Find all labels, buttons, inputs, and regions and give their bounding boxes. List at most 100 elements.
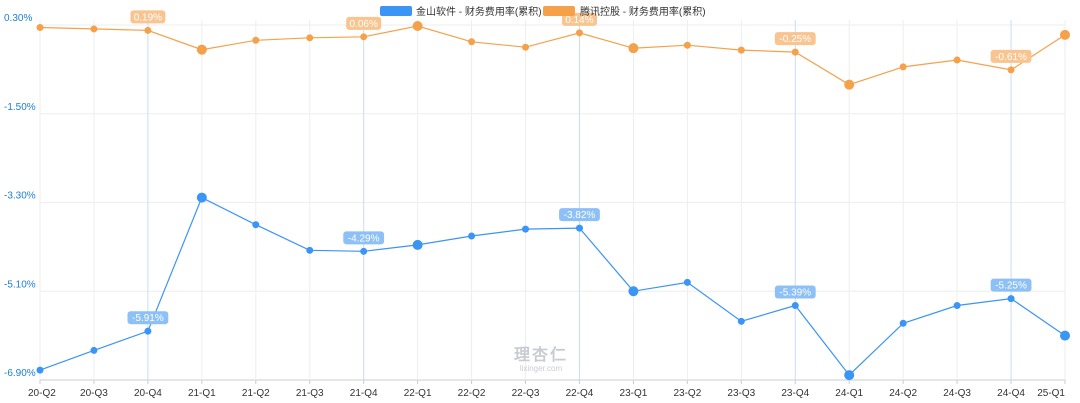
data-point[interactable]: [36, 23, 44, 31]
x-tick-label: 25-Q1: [1037, 388, 1065, 399]
data-label-text: -0.25%: [779, 34, 811, 45]
data-point[interactable]: [899, 319, 907, 327]
data-point[interactable]: [468, 232, 476, 240]
data-point[interactable]: [522, 43, 530, 51]
data-point[interactable]: [196, 192, 207, 203]
data-label: 0.06%: [346, 16, 382, 30]
data-point[interactable]: [1060, 330, 1070, 341]
data-label-bg: [990, 278, 1032, 292]
data-point[interactable]: [1007, 66, 1015, 74]
data-label-text: -4.29%: [348, 233, 380, 244]
series-layer: [36, 20, 1070, 381]
data-point[interactable]: [953, 56, 961, 64]
data-point[interactable]: [953, 302, 961, 310]
x-tick-label: 24-Q3: [943, 388, 971, 399]
data-point[interactable]: [628, 286, 639, 297]
data-point[interactable]: [737, 317, 745, 325]
data-label: -5.25%: [990, 278, 1032, 292]
data-label-text: 0.19%: [134, 12, 162, 23]
data-label-bg: [561, 12, 597, 26]
data-point[interactable]: [737, 46, 745, 54]
data-point[interactable]: [360, 33, 368, 41]
x-tick-label: 20-Q3: [80, 388, 108, 399]
y-axis-ticks: 0.30% -1.50% -3.30% -5.10% -6.90%: [4, 13, 36, 379]
series-2: [36, 20, 1070, 90]
x-tick-label: 20-Q4: [134, 388, 162, 399]
x-tick-label: 24-Q2: [889, 388, 917, 399]
data-label: -0.25%: [774, 32, 816, 46]
legend-label: 腾讯控股 - 财务费用率(累积): [580, 5, 706, 18]
data-label: 0.14%: [561, 12, 597, 26]
data-label-text: -3.82%: [564, 210, 596, 221]
data-point[interactable]: [844, 370, 855, 381]
data-point[interactable]: [252, 221, 260, 229]
data-label-bg: [559, 208, 600, 222]
data-point[interactable]: [468, 38, 476, 46]
x-tick-label: 21-Q4: [350, 388, 378, 399]
data-label-bg: [990, 49, 1032, 63]
data-point[interactable]: [144, 327, 152, 335]
data-label-text: -5.39%: [779, 288, 811, 299]
data-label-text: -0.61%: [995, 52, 1027, 63]
data-label-bg: [774, 32, 816, 46]
legend[interactable]: 金山软件 - 财务费用率(累积) 腾讯控股 - 财务费用率(累积): [380, 5, 706, 18]
data-point[interactable]: [683, 41, 691, 49]
x-tick-label: 20-Q2: [28, 388, 56, 399]
legend-label: 金山软件 - 财务费用率(累积): [416, 5, 542, 18]
data-label-bg: [127, 311, 169, 325]
data-point[interactable]: [791, 48, 799, 56]
data-label-text: -5.91%: [132, 313, 164, 324]
data-label: -5.39%: [774, 285, 816, 299]
data-point[interactable]: [575, 224, 583, 232]
data-label: -3.82%: [559, 208, 600, 222]
x-tick-label: 22-Q4: [566, 388, 594, 399]
data-point[interactable]: [90, 25, 98, 33]
y-tick-label: -5.10%: [4, 279, 36, 290]
data-point[interactable]: [306, 34, 314, 42]
data-point[interactable]: [412, 239, 423, 250]
data-point[interactable]: [575, 29, 583, 37]
data-point[interactable]: [36, 366, 44, 374]
x-tick-label: 23-Q4: [781, 388, 809, 399]
data-point[interactable]: [360, 247, 368, 255]
watermark-site: lixinger.com: [520, 364, 563, 373]
legend-item-2[interactable]: 腾讯控股 - 财务费用率(累积): [543, 5, 706, 18]
data-point[interactable]: [412, 20, 423, 31]
data-point[interactable]: [791, 302, 799, 310]
data-point[interactable]: [90, 346, 98, 354]
data-label-text: -5.25%: [995, 281, 1027, 292]
data-point[interactable]: [628, 43, 639, 54]
data-point[interactable]: [144, 26, 152, 34]
data-point[interactable]: [899, 63, 907, 71]
data-labels: -5.91% -4.29% -3.82% -5.39% -5.25% 0.19% 0.06%…: [127, 10, 1032, 325]
watermark-brand: 理杏仁: [514, 345, 568, 364]
data-point[interactable]: [1007, 295, 1015, 303]
x-tick-label: 21-Q3: [296, 388, 324, 399]
data-point[interactable]: [196, 44, 207, 55]
y-tick-label: -1.50%: [4, 102, 36, 113]
legend-item-1[interactable]: 金山软件 - 财务费用率(累积): [380, 5, 542, 18]
x-tick-label: 21-Q1: [188, 388, 216, 399]
data-label-bg: [343, 231, 385, 245]
series-line: [39, 25, 1066, 86]
data-point[interactable]: [252, 36, 260, 44]
x-tick-label: 23-Q2: [673, 388, 701, 399]
data-point[interactable]: [683, 278, 691, 286]
watermark: 理杏仁 lixinger.com: [514, 345, 568, 373]
series-1: [36, 192, 1070, 381]
y-tick-label: 0.30%: [4, 13, 32, 24]
legend-swatch: [380, 6, 412, 16]
x-tick-label: 22-Q3: [512, 388, 540, 399]
data-point[interactable]: [306, 246, 314, 254]
data-point[interactable]: [844, 79, 855, 90]
data-label: 0.19%: [130, 10, 166, 24]
data-label-text: 0.14%: [565, 15, 593, 26]
data-point[interactable]: [1060, 29, 1070, 40]
data-label-bg: [346, 16, 382, 30]
y-tick-label: -6.90%: [4, 368, 36, 379]
x-tick-label: 24-Q4: [997, 388, 1025, 399]
data-point[interactable]: [522, 225, 530, 233]
data-label: -0.61%: [990, 49, 1032, 63]
x-tick-label: 24-Q1: [835, 388, 863, 399]
